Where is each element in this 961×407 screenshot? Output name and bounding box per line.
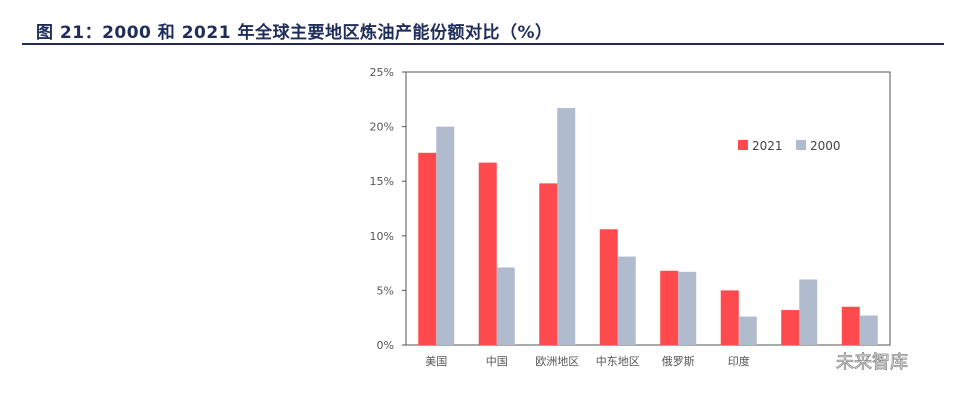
x-tick-label: 美国 [425,355,447,368]
bar-2000-6 [799,279,818,345]
bar-2021-2 [539,183,558,345]
y-tick-label: 15% [370,175,394,188]
legend-label-2021: 2021 [752,139,783,153]
figure-title: 图 21：2000 和 2021 年全球主要地区炼油产能份额对比（%） [36,23,553,43]
plot-frame [405,71,891,346]
legend-swatch-2021 [738,140,748,150]
y-tick-label: 0% [377,339,394,352]
y-tick-label: 25% [370,66,394,79]
title-divider [22,43,944,45]
y-tick-label: 10% [370,230,394,243]
bar-2000-5 [738,316,757,345]
legend-label-2000: 2000 [810,139,841,153]
bar-2000-0 [436,126,455,345]
x-tick-label: 中东地区 [596,355,640,368]
bar-2021-5 [720,290,739,345]
bar-2021-3 [599,229,618,345]
bar-2021-0 [418,152,437,345]
watermark-overlay: 头条 @未来智库 [772,376,882,394]
legend-swatch-2000 [796,140,806,150]
bar-2000-7 [859,315,878,345]
y-axis: 0% 5% 10% 15% 20% 25% [370,66,406,352]
bar-2021-1 [478,162,497,345]
legend: 2021 2000 [738,139,841,153]
y-tick-label: 20% [370,121,394,134]
bar-2000-1 [496,267,515,345]
x-tick-label: 印度 [728,354,750,368]
x-tick-label: 俄罗斯 [662,355,695,368]
watermark-logo: 未来智库 [836,352,908,373]
y-tick-label: 5% [377,284,394,297]
x-axis: 美国 中国 欧洲地区 中东地区 俄罗斯 印度 [425,354,750,368]
bar-2000-4 [678,271,697,345]
x-tick-label: 欧洲地区 [535,355,579,368]
bar-2000-3 [617,256,636,345]
bar-2021-4 [660,270,679,345]
bar-2000-2 [557,108,576,345]
bars [418,108,878,345]
bar-2021-6 [781,310,800,345]
x-tick-label: 中国 [486,355,508,368]
bar-2021-7 [841,306,860,345]
